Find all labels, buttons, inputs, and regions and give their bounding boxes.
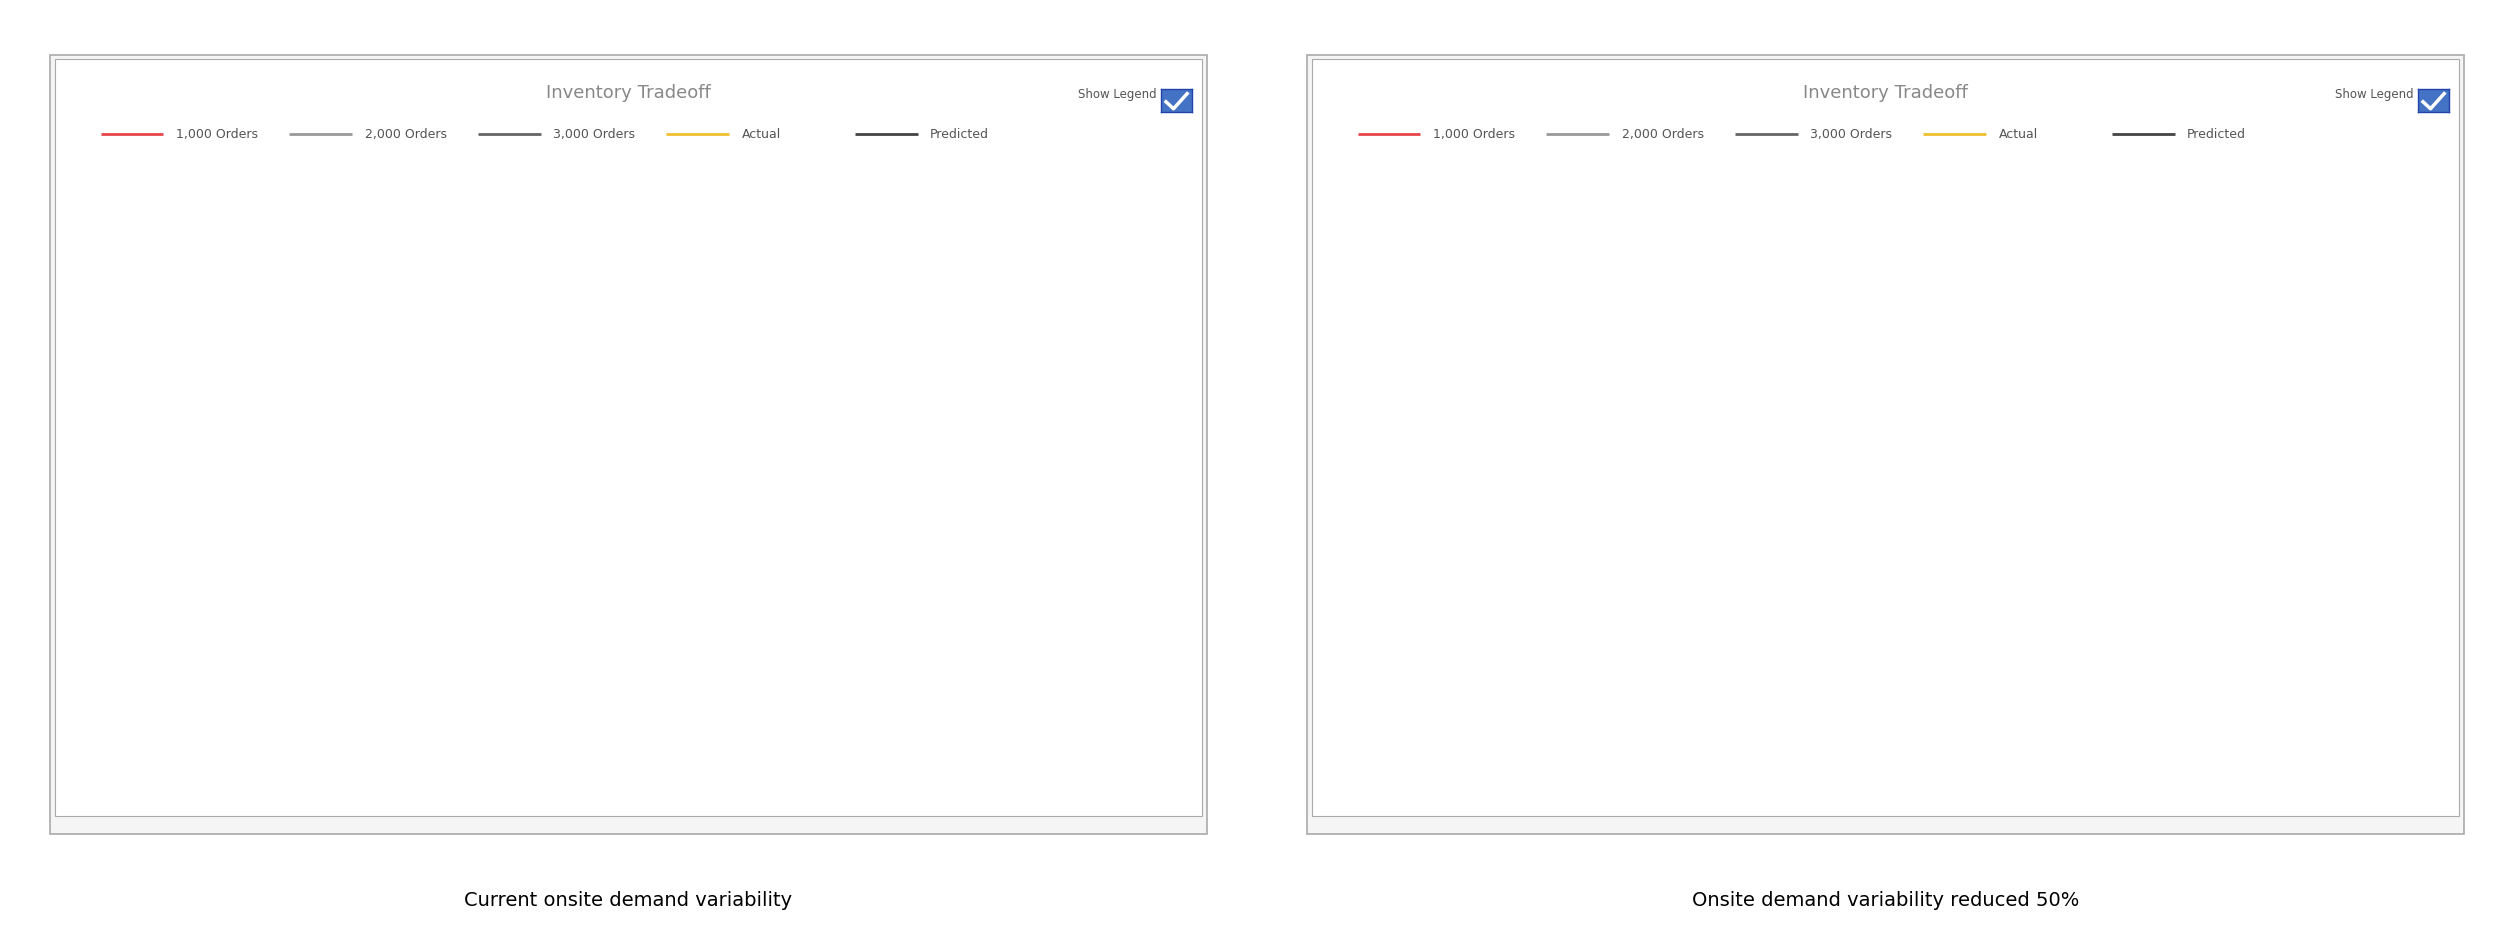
Point	[2031, 641, 2072, 656]
Point	[737, 657, 777, 672]
Point	[774, 650, 815, 665]
Text: Inventory Tradeoff: Inventory Tradeoff	[546, 83, 711, 101]
Text: Inventory Tradeoff: Inventory Tradeoff	[1803, 83, 1968, 101]
Point	[996, 562, 1036, 577]
Point	[701, 664, 742, 679]
Point	[719, 661, 759, 676]
Point	[1033, 529, 1073, 544]
Point	[2353, 395, 2393, 410]
Point	[1994, 650, 2034, 665]
Point	[2087, 626, 2127, 641]
Point	[2197, 588, 2237, 603]
Point	[1958, 657, 1999, 672]
Point	[2069, 631, 2109, 646]
Point	[958, 585, 998, 600]
Text: Predicted: Predicted	[2187, 128, 2245, 141]
Point	[940, 733, 980, 748]
Point	[1041, 519, 1081, 534]
Point	[923, 603, 963, 617]
Point	[847, 630, 887, 645]
Point	[1921, 669, 1961, 684]
Point	[2373, 306, 2413, 321]
Point	[1089, 441, 1129, 456]
Text: Actual: Actual	[742, 128, 782, 141]
Text: 1,000 Orders: 1,000 Orders	[176, 128, 259, 141]
Point	[2235, 568, 2275, 583]
Point	[2325, 468, 2366, 483]
Text: Predicted: Predicted	[930, 128, 988, 141]
Point	[2308, 499, 2348, 514]
Point	[903, 610, 943, 625]
Point	[1068, 479, 1109, 494]
X-axis label: Fill Rate: Fill Rate	[1918, 769, 1991, 784]
Y-axis label: Total Inventory Investment ($): Total Inventory Investment ($)	[113, 360, 128, 549]
Point	[885, 617, 925, 632]
Point	[978, 574, 1018, 589]
Point	[2104, 620, 2144, 635]
Text: Show Legend: Show Legend	[1079, 88, 1156, 101]
Point	[2124, 615, 2165, 629]
Point	[830, 635, 870, 650]
Text: 2,000 Orders: 2,000 Orders	[365, 128, 447, 141]
Text: Current onsite demand variability: Current onsite demand variability	[465, 890, 792, 908]
Point	[2298, 512, 2338, 527]
Point	[2336, 448, 2376, 463]
Point	[2215, 579, 2255, 594]
Point	[1116, 328, 1156, 343]
Point	[2049, 636, 2089, 651]
Point	[1051, 507, 1091, 522]
X-axis label: Fill Rate: Fill Rate	[661, 769, 734, 784]
Text: 3,000 Orders: 3,000 Orders	[553, 128, 636, 141]
Point	[2363, 358, 2403, 373]
Point	[1079, 463, 1119, 477]
Point	[1976, 654, 2016, 668]
Point	[1013, 546, 1053, 561]
Point	[2346, 424, 2386, 438]
Text: 1,000 Orders: 1,000 Orders	[1433, 128, 1516, 141]
Point	[2253, 555, 2293, 570]
Point	[2142, 609, 2182, 624]
Text: Inventory investment for 99% fill rate: $932,000: Inventory investment for 99% fill rate: …	[239, 300, 810, 321]
Text: Onsite demand variability reduced 50%: Onsite demand variability reduced 50%	[1692, 890, 2079, 908]
Point	[681, 669, 722, 684]
Point	[757, 654, 797, 668]
Point	[867, 624, 908, 639]
Point	[2270, 540, 2310, 555]
Point	[812, 641, 852, 655]
Point	[2197, 733, 2237, 748]
Y-axis label: Total Inventory Investment ($): Total Inventory Investment ($)	[1370, 360, 1385, 549]
Point	[2381, 185, 2421, 200]
Text: 2,000 Orders: 2,000 Orders	[1622, 128, 1704, 141]
Point	[2290, 523, 2330, 538]
Point	[1938, 662, 1979, 677]
Text: 3,000 Orders: 3,000 Orders	[1810, 128, 1893, 141]
Point	[1124, 199, 1164, 214]
Point	[2180, 596, 2220, 611]
Point	[2160, 603, 2200, 617]
Point	[940, 594, 980, 609]
Text: Show Legend: Show Legend	[2336, 88, 2413, 101]
Point	[1061, 495, 1101, 510]
Point	[792, 645, 832, 660]
Point	[1106, 382, 1146, 397]
Point	[1096, 416, 1136, 431]
Text: Inventory investment for 99% fill rate: $704,000: Inventory investment for 99% fill rate: …	[1496, 300, 2067, 321]
Text: Actual: Actual	[1999, 128, 2039, 141]
Point	[664, 675, 704, 690]
Point	[2318, 485, 2358, 500]
Point	[2014, 645, 2054, 660]
